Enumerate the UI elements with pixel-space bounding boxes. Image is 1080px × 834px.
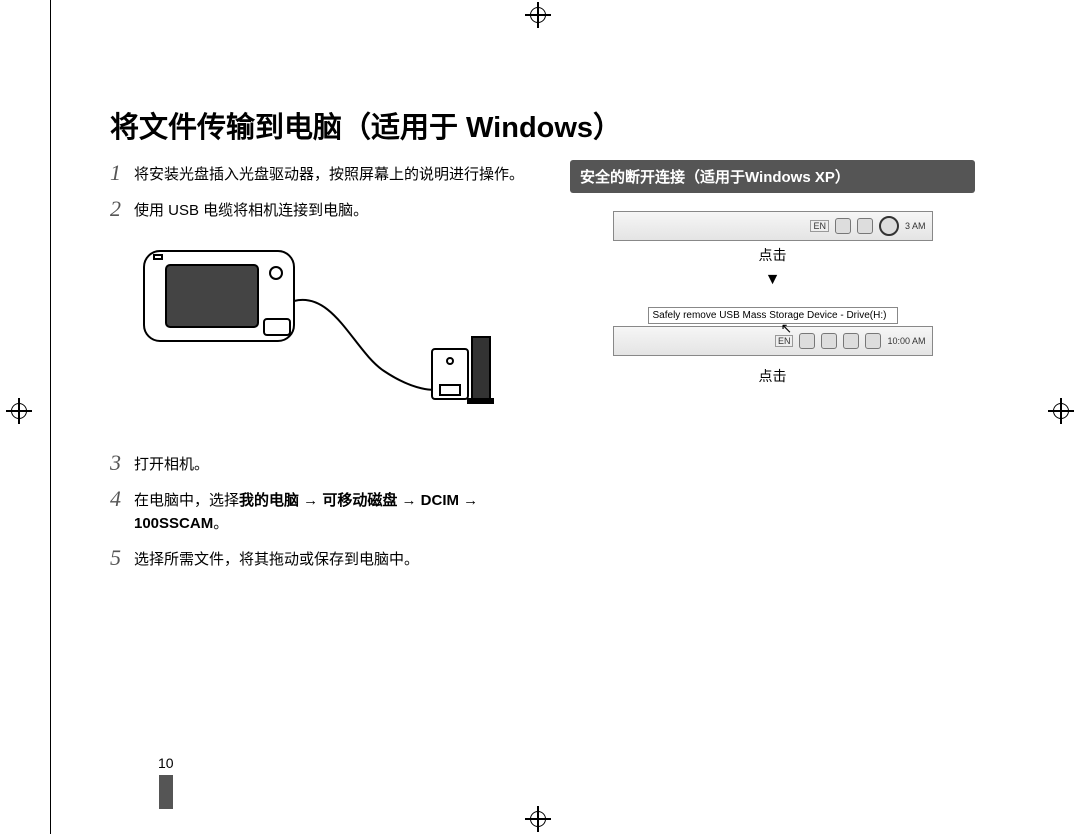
cursor-icon: ↖ bbox=[781, 320, 793, 337]
step-5: 5 选择所需文件，将其拖动或保存到电脑中。 bbox=[110, 545, 530, 571]
margin-rule bbox=[50, 0, 51, 834]
steps-column: 1 将安装光盘插入光盘驱动器，按照屏幕上的说明进行操作。 2 使用 USB 电缆… bbox=[110, 160, 530, 582]
page-tab bbox=[159, 775, 173, 809]
tray-icon bbox=[821, 333, 837, 349]
system-tray: EN 10:00 AM bbox=[613, 326, 933, 356]
tray-icon bbox=[799, 333, 815, 349]
step-1: 1 将安装光盘插入光盘驱动器，按照屏幕上的说明进行操作。 bbox=[110, 160, 530, 186]
step-2: 2 使用 USB 电缆将相机连接到电脑。 bbox=[110, 196, 530, 222]
step-prefix: 在电脑中，选择 bbox=[134, 492, 239, 509]
camera-to-pc-diagram bbox=[134, 241, 494, 431]
page-number: 10 bbox=[158, 755, 174, 771]
disconnect-column: 安全的断开连接（适用于Windows XP） EN 3 AM 点击 ▼ Safe… bbox=[570, 160, 975, 386]
page-title: 将文件传输到电脑（适用于 Windows） bbox=[110, 104, 622, 146]
system-tray-step2: Safely remove USB Mass Storage Device - … bbox=[613, 307, 933, 386]
step-number: 4 bbox=[110, 486, 134, 512]
click-caption: 点击 bbox=[613, 366, 933, 386]
system-tray-step1: EN 3 AM 点击 bbox=[613, 211, 933, 265]
click-caption: 点击 bbox=[613, 245, 933, 265]
language-indicator: EN bbox=[810, 220, 829, 232]
tray-icon bbox=[843, 333, 859, 349]
registration-mark-right bbox=[1048, 398, 1074, 424]
tray-time: 10:00 AM bbox=[887, 336, 925, 346]
tooltip-text: Safely remove USB Mass Storage Device - … bbox=[653, 310, 887, 321]
step-text: 在电脑中，选择我的电脑 → 可移动磁盘 → DCIM → 100SSCAM。 bbox=[134, 486, 530, 536]
safely-remove-icon bbox=[879, 216, 899, 236]
step-4: 4 在电脑中，选择我的电脑 → 可移动磁盘 → DCIM → 100SSCAM。 bbox=[110, 486, 530, 536]
section-title: 安全的断开连接（适用于Windows XP） bbox=[570, 160, 975, 193]
step-text: 选择所需文件，将其拖动或保存到电脑中。 bbox=[134, 545, 419, 571]
step-3: 3 打开相机。 bbox=[110, 450, 530, 476]
step-text: 打开相机。 bbox=[134, 450, 209, 476]
tray-time: 3 AM bbox=[905, 221, 926, 231]
step-number: 3 bbox=[110, 450, 134, 476]
tray-icon bbox=[835, 218, 851, 234]
tray-icon bbox=[865, 333, 881, 349]
step-text: 将安装光盘插入光盘驱动器，按照屏幕上的说明进行操作。 bbox=[134, 160, 524, 186]
step-number: 5 bbox=[110, 545, 134, 571]
page-number-block: 10 bbox=[158, 755, 174, 809]
system-tray: EN 3 AM bbox=[613, 211, 933, 241]
safely-remove-tooltip: Safely remove USB Mass Storage Device - … bbox=[648, 307, 898, 324]
step-suffix: 。 bbox=[213, 515, 228, 532]
registration-mark-left bbox=[6, 398, 32, 424]
step-number: 1 bbox=[110, 160, 134, 186]
step-text: 使用 USB 电缆将相机连接到电脑。 bbox=[134, 196, 368, 222]
down-arrow: ▼ bbox=[570, 271, 975, 289]
step-number: 2 bbox=[110, 196, 134, 222]
tray-icon bbox=[857, 218, 873, 234]
